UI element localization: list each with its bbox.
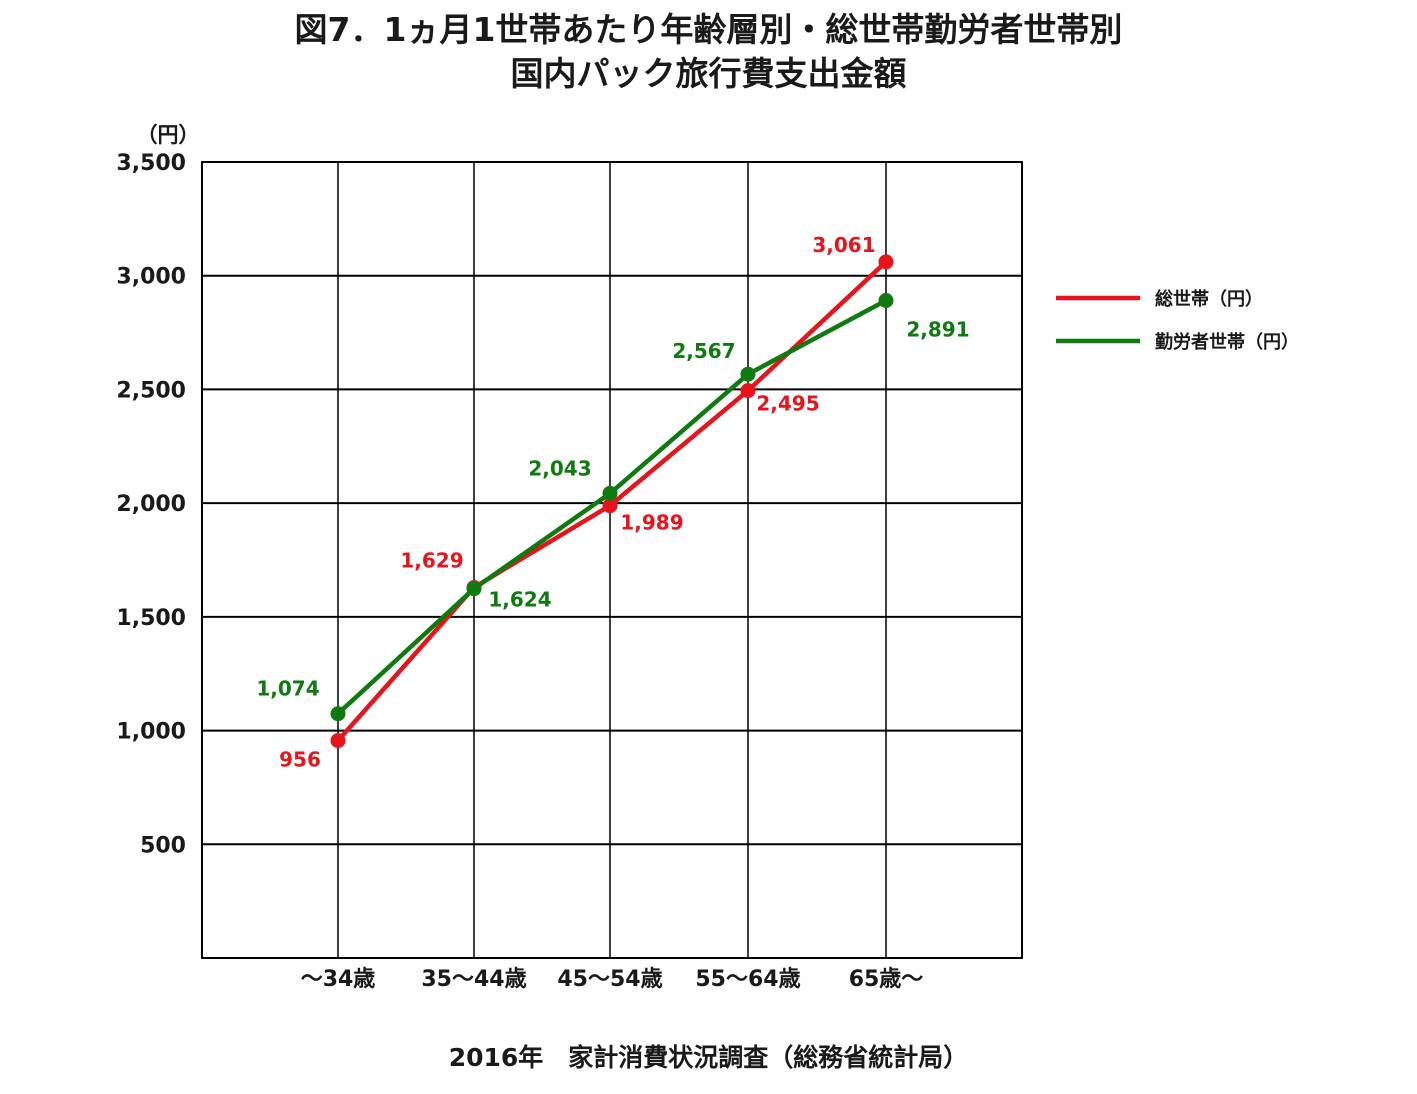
x-category-label: 55～64歳 bbox=[695, 967, 800, 992]
total-data-label: 2,495 bbox=[756, 392, 819, 416]
y-tick-label: 2,000 bbox=[116, 492, 186, 517]
legend: 総世帯（円） 勤労者世帯（円） bbox=[1056, 288, 1299, 353]
data-labels: 956 1,629 1,989 2,495 3,061 1,074 1,624 2,043 2,… bbox=[256, 233, 969, 772]
y-tick-label: 3,500 bbox=[116, 151, 186, 176]
y-tick-label: 1,000 bbox=[116, 720, 186, 745]
y-tick-label: 1,500 bbox=[116, 606, 186, 631]
x-category-label: ～34歳 bbox=[301, 967, 376, 992]
total-data-point bbox=[878, 254, 894, 270]
plot-area bbox=[201, 161, 1023, 959]
x-category-label: 35～44歳 bbox=[421, 967, 526, 992]
total-data-label: 1,989 bbox=[620, 511, 683, 535]
workers-data-point bbox=[466, 581, 482, 597]
total-data-point bbox=[602, 498, 618, 514]
y-tick-label: 500 bbox=[140, 833, 186, 858]
chart-title: 図7．1ヵ月1世帯あたり年齢層別・総世帯勤労者世帯別 bbox=[294, 10, 1123, 49]
source-note: 2016年 家計消費状況調査（総務省統計局） bbox=[448, 1043, 969, 1072]
workers-data-point bbox=[740, 366, 756, 382]
total-data-point bbox=[740, 383, 756, 399]
total-data-label: 956 bbox=[279, 748, 321, 772]
x-category-label: 65歳～ bbox=[849, 967, 924, 992]
x-axis-categories: ～34歳 35～44歳 45～54歳 55～64歳 65歳～ bbox=[301, 967, 924, 992]
workers-data-point bbox=[330, 706, 346, 722]
workers-data-label: 1,074 bbox=[256, 677, 319, 701]
workers-data-point bbox=[602, 485, 618, 501]
grid-lines bbox=[202, 161, 1022, 958]
y-tick-label: 3,000 bbox=[116, 265, 186, 290]
total-data-label: 1,629 bbox=[400, 549, 463, 573]
legend-label: 総世帯（円） bbox=[1155, 288, 1263, 310]
series-points bbox=[330, 254, 894, 749]
workers-data-label: 1,624 bbox=[488, 588, 551, 612]
chart-subtitle: 国内パック旅行費支出金額 bbox=[510, 54, 907, 93]
y-tick-label: 2,500 bbox=[116, 378, 186, 403]
workers-data-label: 2,891 bbox=[906, 318, 969, 342]
x-category-label: 45～54歳 bbox=[557, 967, 662, 992]
legend-label: 勤労者世帯（円） bbox=[1155, 331, 1299, 353]
workers-data-label: 2,043 bbox=[528, 456, 591, 480]
workers-data-point bbox=[878, 293, 894, 309]
y-axis-unit-label: （円） bbox=[137, 123, 200, 147]
total-data-point bbox=[330, 733, 346, 749]
workers-data-label: 2,567 bbox=[672, 339, 735, 363]
y-axis-ticks: 500 1,000 1,500 2,000 2,500 3,000 3,500 bbox=[116, 151, 186, 858]
total-data-label: 3,061 bbox=[812, 233, 875, 257]
